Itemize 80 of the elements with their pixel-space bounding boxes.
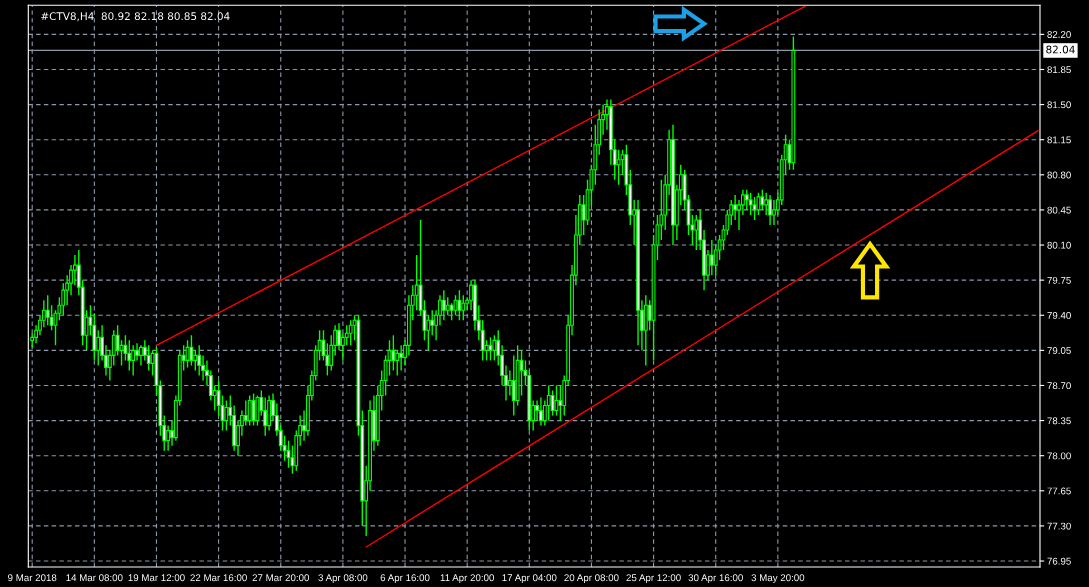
y-tick-label: 82.20 [1047,31,1071,38]
candlestick [193,349,198,372]
candlestick [247,394,252,427]
candlestick [748,192,753,216]
candlestick [399,344,404,372]
y-tick-label: 77.30 [1047,522,1071,530]
candlestick [764,192,769,216]
text: #CTV8,H4 80.92 82.18 80.85 82.04 [41,12,230,22]
candlestick [131,344,136,377]
x-tick-label: 11 Apr 20:00 [440,574,494,584]
x-tick-label: 6 Apr 16:00 [380,574,430,584]
y-tick-label: 77.65 [1047,487,1071,495]
y-tick-label: 78.35 [1047,417,1071,425]
candlestick [243,399,248,427]
candlestick [752,196,757,221]
candlestick [461,294,466,321]
candlestick [535,399,539,422]
candlestick [445,296,450,316]
candlestick [166,424,171,452]
candlestick [255,394,260,427]
y-tick-label: 78.70 [1047,382,1071,390]
y-tick-label: 79.75 [1047,276,1071,284]
x-tick-label: 9 Mar 2018 [8,574,57,582]
x-tick-label: 20 Apr 08:00 [564,574,619,584]
x-tick-label: 3 May 20:00 [751,574,805,584]
candlestick [139,344,143,367]
candlestick [519,349,524,397]
y-tick-label: 79.40 [1047,311,1071,319]
candlestick [441,289,446,321]
ref-line-label: 82.04 [1046,45,1075,54]
y-tick-label: 76.95 [1047,557,1071,565]
candlestick [492,334,497,362]
candlestick [507,369,512,397]
candlestick [426,314,431,352]
candlestick [554,384,559,417]
candlestick [488,336,493,362]
x-tick-label: 17 Apr 04:00 [502,574,557,584]
y-tick-label: 81.85 [1047,66,1071,74]
y-tick-label: 80.80 [1047,171,1071,179]
y-tick-label: 79.05 [1047,347,1071,354]
x-tick-label: 25 Apr 12:00 [626,574,681,584]
candlestick [733,194,738,221]
candlestick [430,309,435,337]
candlestick [616,149,621,186]
candlestick [395,349,400,377]
candlestick [96,329,101,367]
candlestick [539,396,543,427]
y-tick-label: 80.10 [1047,241,1071,249]
x-tick-label: 14 Mar 08:00 [66,574,123,582]
x-tick-label: 30 Apr 16:00 [688,574,743,584]
y-tick-label: 81.15 [1047,136,1071,144]
candlestick [189,334,194,367]
candlestick [321,329,326,362]
candlestick [135,342,139,362]
candlestick [224,399,229,432]
candlestick [127,339,132,372]
candlestick [197,344,202,377]
candlestick [348,319,353,347]
x-tick-label: 22 Mar 16:00 [190,574,247,582]
candlestick [146,344,151,372]
candlestick [709,239,714,276]
y-tick-label: 78.00 [1047,452,1071,460]
candlestick [756,192,761,216]
x-tick-label: 3 Apr 08:00 [318,574,368,584]
x-tick-label: 19 Mar 12:00 [128,574,185,582]
y-tick-label: 80.45 [1047,206,1071,214]
candlestick [768,194,772,226]
candlestick [694,214,699,251]
candlestick [391,334,396,372]
candlestick [558,384,563,422]
candlestick [511,354,516,417]
candlestick [457,289,462,321]
candlestick [760,189,765,211]
candlestick [45,294,50,326]
candlestick [123,334,128,362]
candlestick [414,254,419,311]
y-tick-label: 81.50 [1047,101,1071,109]
candlestick [546,384,551,422]
x-tick-label: 27 Mar 20:00 [252,574,310,582]
candlestick [744,189,749,211]
